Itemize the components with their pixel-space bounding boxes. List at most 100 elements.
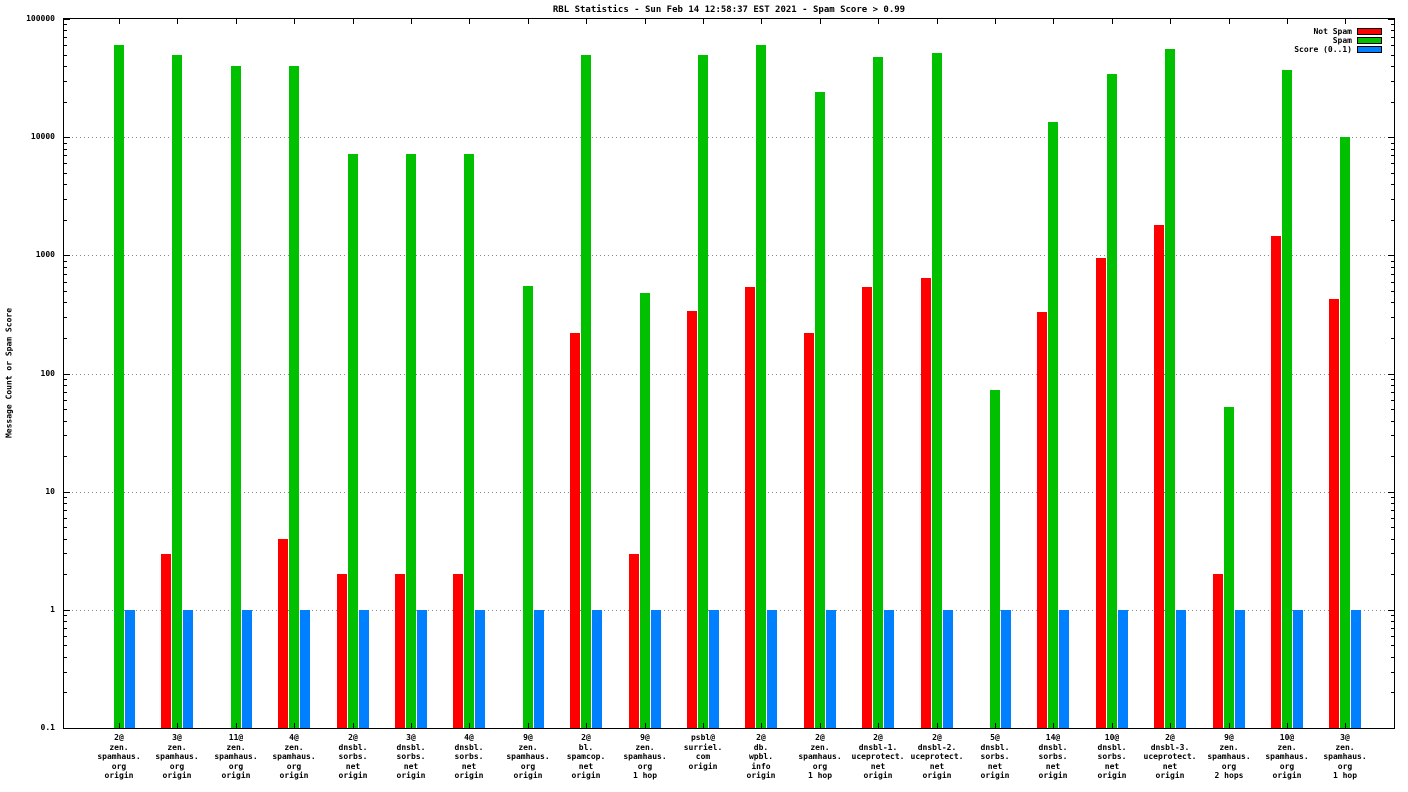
y-minor-tick-right [1391, 267, 1394, 268]
legend-item-not-spam: Not Spam [1294, 27, 1382, 36]
bar-spam [1224, 407, 1234, 728]
bar-not-spam [337, 574, 347, 728]
x-major-tick-top [177, 19, 178, 24]
bar-not-spam [1329, 298, 1339, 728]
y-minor-tick-left [64, 574, 67, 575]
y-minor-tick-left [64, 456, 67, 457]
bar-not-spam [1271, 236, 1281, 728]
x-major-tick-bottom [1229, 723, 1230, 728]
x-category-label: 2@ zen. spamhaus. org origin [97, 733, 141, 780]
y-major-tick-right [1388, 137, 1394, 138]
y-minor-tick-left [64, 672, 67, 673]
bar-not-spam [453, 574, 463, 728]
y-minor-tick-right [1391, 497, 1394, 498]
bar-not-spam [921, 278, 931, 728]
x-major-tick-bottom [820, 723, 821, 728]
bar-not-spam [395, 574, 405, 728]
y-tick-label: 1 [50, 605, 55, 614]
x-major-tick-top [820, 19, 821, 24]
y-minor-tick-right [1391, 149, 1394, 150]
y-minor-tick-right [1391, 400, 1394, 401]
y-minor-tick-left [64, 400, 67, 401]
x-category-label: 4@ zen. spamhaus. org origin [272, 733, 316, 780]
y-minor-tick-right [1391, 37, 1394, 38]
bar-score-0-1 [592, 609, 602, 728]
bar-not-spam [278, 538, 288, 728]
bar-spam [1048, 121, 1058, 728]
y-minor-tick-right [1391, 261, 1394, 262]
bar-spam [932, 52, 942, 728]
x-category-label: 3@ dnsbl. sorbs. net origin [396, 733, 426, 780]
bar-score-0-1 [1059, 609, 1069, 728]
bar-spam [1165, 48, 1175, 728]
y-minor-tick-left [64, 338, 67, 339]
gridline [64, 137, 1394, 138]
x-major-tick-top [1229, 19, 1230, 24]
x-major-tick-bottom [294, 723, 295, 728]
y-minor-tick-right [1391, 518, 1394, 519]
y-minor-tick-left [64, 184, 67, 185]
y-minor-tick-left [64, 392, 67, 393]
y-major-tick-left [64, 728, 70, 729]
y-minor-tick-right [1391, 553, 1394, 554]
x-major-tick-bottom [353, 723, 354, 728]
bar-score-0-1 [1001, 609, 1011, 728]
y-major-tick-left [64, 492, 70, 493]
x-category-label: 9@ zen. spamhaus. org 1 hop [623, 733, 667, 780]
bar-spam [698, 54, 708, 728]
x-category-label: 9@ zen. spamhaus. org 2 hops [1207, 733, 1251, 780]
y-minor-tick-right [1391, 636, 1394, 637]
gridline [64, 492, 1394, 493]
x-major-tick-bottom [761, 723, 762, 728]
y-major-tick-right [1388, 374, 1394, 375]
y-minor-tick-left [64, 220, 67, 221]
y-minor-tick-right [1391, 55, 1394, 56]
y-minor-tick-left [64, 539, 67, 540]
bar-score-0-1 [359, 609, 369, 728]
bar-score-0-1 [300, 609, 310, 728]
x-major-tick-bottom [469, 723, 470, 728]
x-major-tick-top [1345, 19, 1346, 24]
bar-score-0-1 [943, 609, 953, 728]
y-minor-tick-left [64, 657, 67, 658]
bar-score-0-1 [767, 609, 777, 728]
bar-not-spam [745, 287, 755, 728]
bar-score-0-1 [1293, 609, 1303, 728]
y-minor-tick-right [1391, 173, 1394, 174]
y-minor-tick-left [64, 435, 67, 436]
y-minor-tick-right [1391, 184, 1394, 185]
bar-not-spam [804, 333, 814, 728]
y-major-tick-right [1388, 255, 1394, 256]
x-major-tick-bottom [1170, 723, 1171, 728]
y-tick-label: 1000 [35, 250, 55, 259]
x-major-tick-top [528, 19, 529, 24]
x-major-tick-top [353, 19, 354, 24]
bar-spam [640, 293, 650, 728]
y-minor-tick-right [1391, 657, 1394, 658]
y-minor-tick-left [64, 385, 67, 386]
y-major-tick-right [1388, 19, 1394, 20]
y-minor-tick-left [64, 379, 67, 380]
x-major-tick-top [294, 19, 295, 24]
x-major-tick-top [119, 19, 120, 24]
y-tick-label: 10 [45, 487, 55, 496]
x-major-tick-bottom [119, 723, 120, 728]
y-minor-tick-left [64, 261, 67, 262]
bar-score-0-1 [884, 609, 894, 728]
bar-spam [348, 154, 358, 728]
y-minor-tick-left [64, 621, 67, 622]
x-category-label: 9@ zen. spamhaus. org origin [506, 733, 550, 780]
bar-score-0-1 [651, 609, 661, 728]
bar-score-0-1 [125, 609, 135, 728]
y-minor-tick-right [1391, 456, 1394, 457]
y-minor-tick-left [64, 173, 67, 174]
x-major-tick-top [411, 19, 412, 24]
x-major-tick-bottom [995, 723, 996, 728]
y-minor-tick-right [1391, 628, 1394, 629]
y-minor-tick-left [64, 645, 67, 646]
y-minor-tick-left [64, 553, 67, 554]
x-major-tick-top [995, 19, 996, 24]
y-major-tick-right [1388, 492, 1394, 493]
x-major-tick-top [469, 19, 470, 24]
